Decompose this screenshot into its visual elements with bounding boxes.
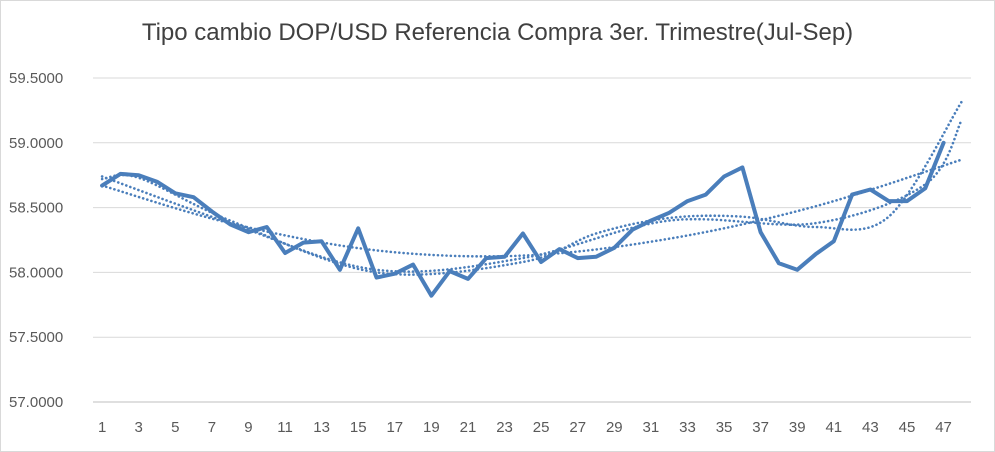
data-point (795, 268, 799, 272)
x-tick-label: 23 (496, 419, 513, 436)
data-point (356, 226, 360, 230)
data-point (594, 255, 598, 259)
data-point (557, 247, 561, 251)
x-tick-label: 3 (135, 419, 143, 436)
y-tick-label: 58.0000 (9, 264, 63, 281)
data-point (338, 268, 342, 272)
data-point (923, 186, 927, 190)
data-point (521, 232, 525, 235)
data-point (942, 141, 946, 145)
data-point (118, 172, 122, 176)
data-point (503, 255, 507, 259)
x-tick-label: 29 (606, 419, 623, 436)
data-point (228, 222, 232, 226)
data-point (612, 246, 616, 250)
data-point (686, 199, 689, 203)
data-point (265, 225, 269, 229)
data-point (429, 294, 433, 298)
data-point (210, 210, 214, 213)
data-point (868, 188, 872, 191)
x-tick-label: 27 (569, 419, 586, 436)
x-tick-label: 17 (386, 419, 403, 436)
x-tick-label: 25 (533, 419, 550, 436)
data-point (759, 230, 763, 234)
data-point (576, 256, 580, 260)
x-tick-label: 15 (350, 419, 367, 436)
x-tick-label: 1 (98, 419, 106, 436)
data-point (722, 175, 726, 178)
x-tick-label: 19 (423, 419, 440, 436)
data-point (247, 230, 250, 234)
data-point (850, 193, 854, 197)
y-tick-label: 59.0000 (9, 135, 63, 152)
data-point (466, 277, 470, 281)
y-tick-label: 58.5000 (9, 200, 63, 217)
data-point (283, 251, 287, 255)
data-point (375, 276, 378, 280)
y-tick-label: 57.5000 (9, 329, 63, 346)
chart-title: Tipo cambio DOP/USD Referencia Compra 3e… (141, 19, 854, 46)
x-tick-label: 35 (716, 419, 733, 436)
data-point (704, 193, 708, 197)
data-point (448, 269, 452, 273)
y-tick-label: 57.0000 (9, 394, 63, 411)
data-point (137, 173, 141, 177)
data-point (173, 191, 177, 195)
data-point (832, 239, 836, 243)
data-point (777, 261, 781, 265)
x-tick-label: 43 (862, 419, 879, 436)
x-tick-label: 11 (277, 419, 293, 436)
data-point (539, 260, 543, 264)
data-point (649, 219, 653, 223)
y-tick-label: 59.5000 (9, 70, 63, 87)
x-tick-label: 7 (208, 419, 216, 436)
data-point (411, 263, 415, 267)
data-point (155, 180, 159, 184)
data-point (320, 239, 324, 243)
data-point (484, 256, 488, 260)
data-point (100, 184, 104, 188)
data-point (631, 228, 635, 232)
data-point (740, 165, 744, 169)
data-point (887, 199, 891, 203)
x-tick-label: 9 (244, 419, 252, 436)
data-point (192, 195, 196, 199)
x-tick-label: 37 (752, 419, 769, 436)
x-tick-label: 45 (899, 419, 916, 436)
x-tick-label: 33 (679, 419, 696, 436)
x-tick-label: 41 (825, 419, 842, 436)
data-point (393, 272, 397, 276)
data-point (905, 199, 909, 203)
x-tick-label: 31 (643, 419, 660, 436)
data-point (301, 241, 305, 245)
data-point (814, 252, 817, 256)
x-tick-label: 39 (789, 419, 806, 436)
x-tick-label: 47 (935, 419, 952, 436)
trendline-polynomial-6 (100, 100, 964, 276)
x-tick-label: 21 (460, 419, 477, 436)
x-tick-label: 13 (313, 419, 330, 436)
x-tick-label: 5 (171, 419, 179, 436)
trendline-polynomial-4 (100, 118, 964, 273)
data-point (667, 211, 671, 215)
